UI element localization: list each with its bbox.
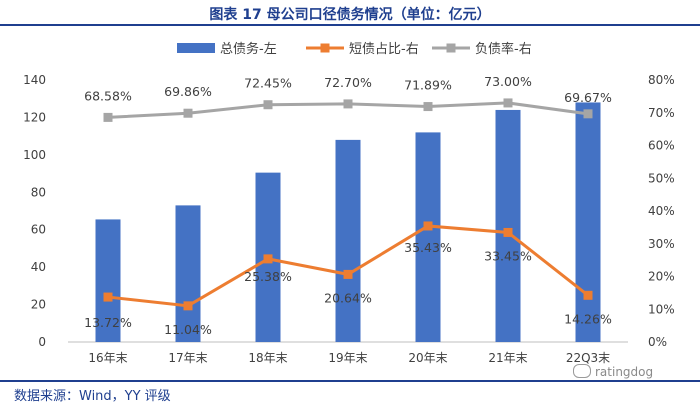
y-right-tick-label: 0% (648, 335, 667, 349)
data-label: 20.64% (324, 290, 372, 305)
bar-series (95, 102, 601, 342)
watermark-text: ratingdog (595, 365, 654, 379)
chart-title: 图表 17 母公司口径债务情况（单位：亿元） (209, 7, 491, 23)
y-left-tick-label: 0 (38, 335, 46, 349)
legend-marker (446, 43, 456, 53)
data-marker (183, 108, 193, 118)
x-tick-label: 16年末 (88, 351, 127, 365)
data-label: 73.00% (484, 74, 532, 89)
data-marker (263, 100, 273, 110)
data-label: 69.86% (164, 84, 212, 99)
data-marker (503, 227, 513, 237)
line-series (103, 98, 593, 311)
data-label: 14.26% (564, 311, 612, 326)
y-left-tick-label: 40 (31, 260, 46, 274)
data-marker (343, 269, 353, 279)
x-tick-label: 17年末 (168, 351, 207, 365)
y-right-tick-label: 50% (648, 171, 675, 185)
data-marker (103, 292, 113, 302)
data-label: 25.38% (244, 269, 292, 284)
bar (335, 139, 361, 342)
data-label: 13.72% (84, 315, 132, 330)
data-marker (503, 98, 513, 108)
data-label: 33.45% (484, 248, 532, 263)
y-right-tick-label: 30% (648, 237, 675, 251)
y-right-tick-label: 70% (648, 106, 675, 120)
legend-label: 短债占比-右 (349, 42, 419, 57)
y-left-tick-label: 80 (31, 185, 46, 199)
bar (95, 219, 121, 342)
data-marker (583, 290, 593, 300)
legend-label: 负债率-右 (475, 41, 532, 57)
y-left-tick-label: 20 (31, 298, 46, 312)
data-marker (263, 254, 273, 264)
data-label: 72.45% (244, 76, 292, 91)
bar (495, 109, 521, 342)
data-label: 69.67% (564, 90, 612, 105)
y-left-tick-label: 140 (23, 73, 46, 87)
data-marker (583, 109, 593, 119)
data-marker (423, 102, 433, 112)
data-label: 71.89% (404, 78, 452, 93)
axes: 0 20 40 60 80 100 120 140 0% 10% 20% 30% 40% 50% 60% 70… (23, 73, 675, 365)
data-label: 11.04% (164, 322, 212, 337)
legend: 总债务-左 短债占比-右 负债率-右 (177, 41, 532, 57)
data-marker (343, 99, 353, 109)
watermark: ratingdog (573, 364, 653, 379)
source-note: 数据来源：Wind，YY 评级 (14, 389, 171, 404)
y-right-tick-label: 60% (648, 139, 675, 153)
legend-swatch (177, 43, 215, 53)
data-label: 72.70% (324, 75, 372, 90)
y-left-tick-label: 60 (31, 223, 46, 237)
y-left-tick-label: 120 (23, 110, 46, 124)
x-tick-label: 19年末 (328, 351, 367, 365)
data-label: 35.43% (404, 240, 452, 255)
legend-label: 总债务-左 (220, 41, 277, 57)
y-right-tick-label: 80% (648, 73, 675, 87)
wechat-icon (573, 364, 591, 378)
title-rule (0, 24, 700, 26)
footer-rule (0, 380, 700, 382)
x-tick-label: 22Q3末 (566, 351, 610, 365)
x-tick-label: 18年末 (248, 351, 287, 365)
bar (415, 132, 441, 342)
bar (175, 205, 201, 342)
x-tick-label: 20年末 (408, 351, 447, 365)
legend-marker (320, 43, 330, 53)
x-tick-label: 21年末 (488, 351, 527, 365)
data-label: 68.58% (84, 88, 132, 103)
y-left-tick-label: 100 (23, 148, 46, 162)
data-marker (183, 301, 193, 311)
data-marker (423, 221, 433, 231)
y-right-tick-label: 40% (648, 204, 675, 218)
y-right-tick-label: 20% (648, 270, 675, 284)
bar (575, 102, 601, 342)
y-right-tick-label: 10% (648, 302, 675, 316)
data-marker (103, 112, 113, 122)
data-labels: 68.58% 69.86% 72.45% 72.70% 71.89% 73.00% 69.6… (84, 74, 612, 337)
